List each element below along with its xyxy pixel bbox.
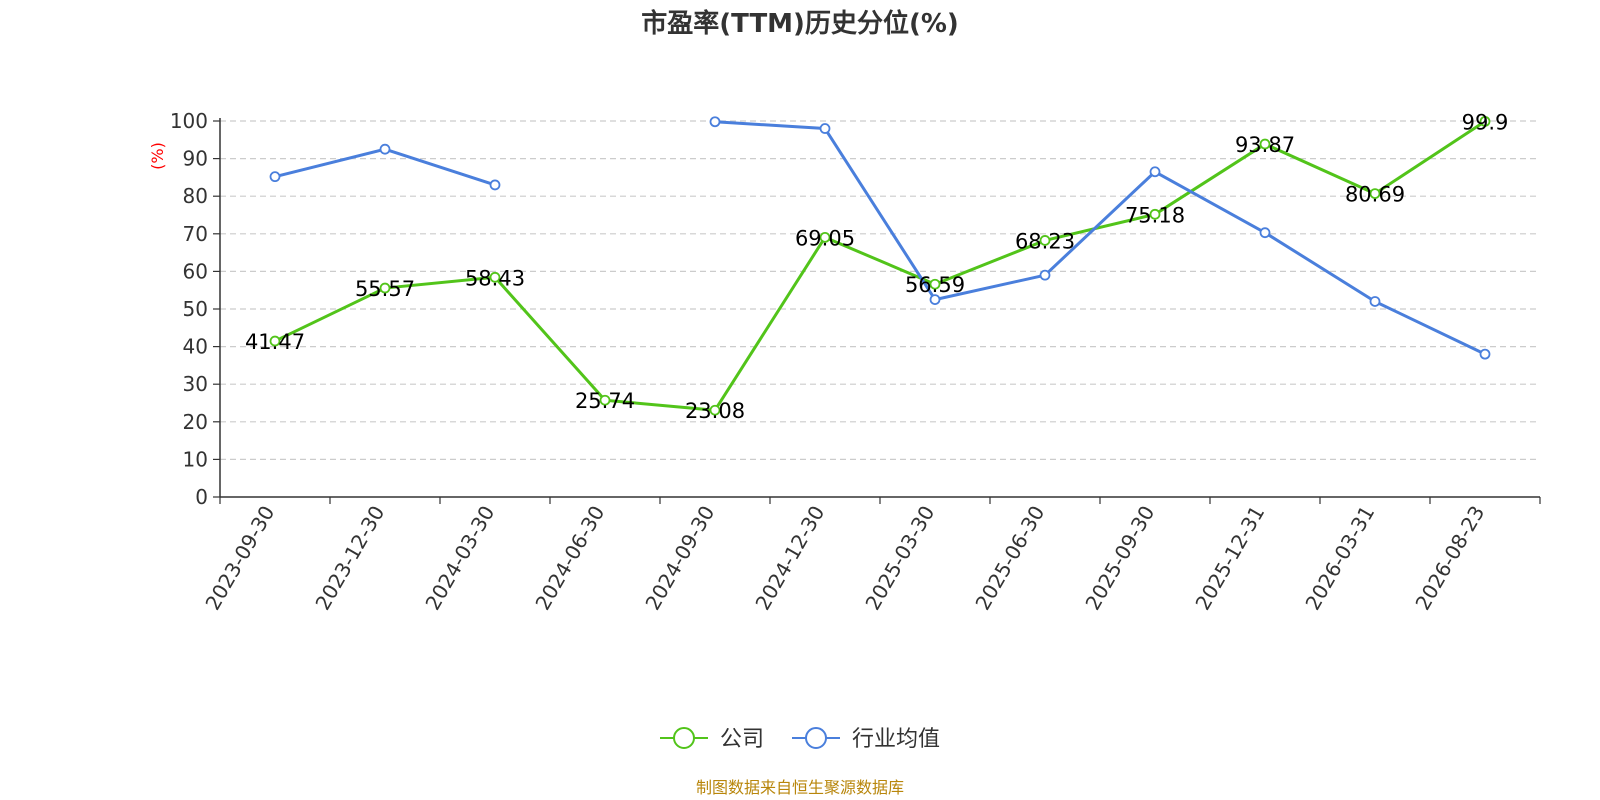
x-tick-label-2024-12-30: 2024-12-30 [750, 502, 829, 615]
x-tick-label-2023-09-30: 2023-09-30 [200, 502, 279, 615]
data-label-4: 23.08 [685, 399, 745, 423]
x-tick-label-2024-03-30: 2024-03-30 [420, 502, 499, 615]
x-tick-label-2025-09-30: 2025-09-30 [1080, 502, 1159, 615]
y-tick-label-50: 50 [183, 297, 208, 321]
grid-lines [220, 120, 1540, 460]
data-label-3: 25.74 [575, 389, 635, 413]
y-tick-label-100: 100 [170, 109, 208, 133]
y-tick-label-60: 60 [183, 259, 208, 283]
data-label-9: 93.87 [1235, 133, 1295, 157]
x-tick-label-2023-12-30: 2023-12-30 [310, 502, 389, 615]
data-label-5: 69.05 [795, 226, 855, 250]
legend-item-company[interactable]: 公司 [660, 727, 764, 752]
series-1-point-4[interactable] [709, 116, 721, 128]
y-tick-label-0: 0 [195, 485, 208, 509]
legend-industry-label: 行业均值 [852, 727, 940, 752]
series-0-point-3[interactable] [599, 394, 611, 406]
series-0-line-0 [274, 120, 1486, 412]
x-tick-label-2025-03-30: 2025-03-30 [860, 502, 939, 615]
series-0-point-6[interactable] [929, 278, 941, 290]
x-tick-label-2025-06-30: 2025-06-30 [970, 502, 1049, 615]
y-tick-label-90: 90 [183, 147, 208, 171]
series-0-point-0[interactable] [269, 335, 281, 347]
axes: 0 10 20 30 40 50 60 70 80 90 100 2023-09-30 2023-12-… [170, 109, 1541, 615]
legend-industry-marker [805, 727, 827, 749]
series-1-point-5[interactable] [819, 123, 831, 134]
series-1-line-1 [714, 120, 1486, 356]
series-1-point-11[interactable] [1479, 348, 1491, 360]
x-tick-label-2024-06-30: 2024-06-30 [530, 502, 609, 615]
data-label-1: 55.57 [355, 277, 415, 301]
series-1-point-8[interactable] [1149, 166, 1161, 178]
x-tick-label-2025-12-31: 2025-12-31 [1190, 502, 1269, 615]
y-tick-label-80: 80 [183, 184, 208, 208]
series-1-point-6[interactable] [929, 294, 941, 306]
series-0-point-1[interactable] [379, 282, 391, 294]
series-0-point-8[interactable] [1149, 208, 1161, 220]
data-label-11: 99.9 [1462, 110, 1509, 134]
series-0-point-9[interactable] [1259, 138, 1271, 150]
data-label-10: 80.69 [1345, 183, 1405, 207]
legend-item-industry-average[interactable]: 行业均值 [792, 727, 940, 752]
legend[interactable]: 公司 行业均值 [660, 727, 940, 752]
x-tick-label-2026-03-31: 2026-03-31 [1300, 502, 1379, 615]
chart-title: 市盈率(TTM)历史分位(%) [641, 8, 959, 39]
y-axis-label: (%) [148, 142, 167, 170]
data-label-6: 56.59 [905, 273, 965, 297]
data-label-7: 68.23 [1015, 229, 1075, 253]
series-0-point-2[interactable] [489, 271, 501, 283]
x-tick-label-2024-09-30: 2024-09-30 [640, 502, 719, 615]
series-0-point-7[interactable] [1039, 235, 1051, 246]
y-tick-label-20: 20 [183, 410, 208, 434]
series-1-point-10[interactable] [1369, 296, 1381, 307]
y-tick-label-30: 30 [183, 372, 208, 396]
legend-company-marker [673, 727, 695, 749]
series-0-point-11[interactable] [1479, 115, 1491, 127]
series-1-point-9[interactable] [1259, 227, 1271, 239]
series-0-point-5[interactable] [819, 231, 831, 243]
series-0-point-4[interactable] [709, 404, 721, 416]
legend-company-label: 公司 [720, 727, 764, 752]
data-label-0: 41.47 [245, 330, 305, 354]
data-label-8: 75.18 [1125, 203, 1185, 227]
y-tick-label-40: 40 [183, 335, 208, 359]
y-tick-label-70: 70 [183, 222, 208, 246]
series-0-point-10[interactable] [1369, 188, 1381, 200]
source-note: 制图数据来自恒生聚源数据库 [696, 778, 904, 797]
series-1-point-7[interactable] [1039, 269, 1051, 281]
data-labels: 41.47 55.57 58.43 25.74 23.08 69.05 56.59 68.23… [245, 110, 1508, 423]
series-1-point-1[interactable] [379, 143, 391, 155]
x-tick-label-2026-08-23: 2026-08-23 [1410, 502, 1489, 615]
series-layer [269, 115, 1491, 416]
y-tick-label-10: 10 [183, 447, 208, 471]
series-1-point-0[interactable] [269, 171, 281, 183]
series-1-point-2[interactable] [489, 179, 501, 191]
data-label-2: 58.43 [465, 266, 525, 290]
